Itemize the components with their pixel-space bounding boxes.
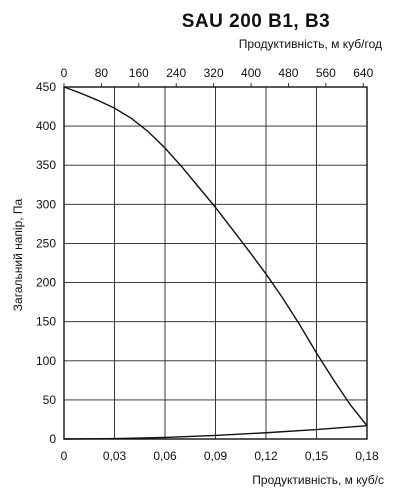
y-tick-label: 250 [36, 236, 56, 250]
x-tick-label: 0,15 [305, 449, 329, 463]
x-tick-label: 0,06 [153, 449, 177, 463]
y-tick-label: 350 [36, 158, 56, 172]
top-tick-label: 400 [241, 66, 261, 80]
y-tick-label: 100 [36, 354, 56, 368]
y-tick-label: 450 [36, 80, 56, 94]
y-tick-label: 150 [36, 315, 56, 329]
top-tick-label: 560 [316, 66, 336, 80]
top-tick-label: 240 [166, 66, 186, 80]
x-tick-label: 0,18 [355, 449, 379, 463]
x-tick-label: 0,09 [204, 449, 228, 463]
top-tick-label: 320 [204, 66, 224, 80]
grid-lines [64, 87, 367, 439]
x-tick-label: 0,12 [254, 449, 278, 463]
top-tick-label: 160 [129, 66, 149, 80]
top-tick-label: 480 [278, 66, 298, 80]
pressure-curve [63, 86, 368, 427]
top-axis-label: Продуктивність, м куб/год [239, 37, 382, 51]
y-tick-label: 200 [36, 276, 56, 290]
top-tick-label: 80 [95, 66, 109, 80]
plot-frame [63, 86, 368, 440]
y-tick-label: 300 [36, 197, 56, 211]
y-tick-label: 50 [43, 393, 57, 407]
chart-title: SAU 200 B1, B3 [182, 11, 331, 32]
tick-labels: 0 0,03 0,06 0,09 0,12 0,15 0,18 0 50 100 150 200 250… [36, 66, 379, 463]
y-axis-label: Загальний напір, Па [11, 198, 25, 311]
top-tick-label: 0 [61, 66, 68, 80]
top-tick-label: 640 [353, 66, 373, 80]
x-tick-label: 0,03 [103, 449, 127, 463]
x-tick-label: 0 [61, 449, 68, 463]
y-tick-label: 0 [49, 432, 56, 446]
y-tick-label: 400 [36, 119, 56, 133]
x-axis-label: Продуктивність, м куб/с [252, 473, 384, 487]
